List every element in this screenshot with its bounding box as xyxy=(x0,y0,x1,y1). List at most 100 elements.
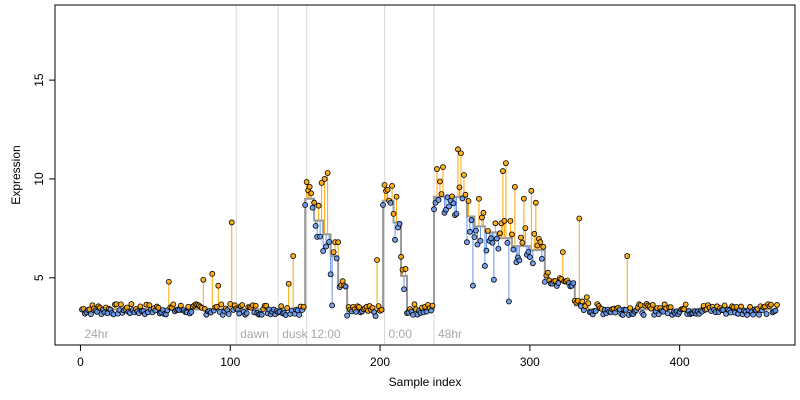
x-tick-label: 400 xyxy=(670,355,690,369)
data-point xyxy=(494,235,500,242)
data-point xyxy=(544,269,551,276)
data-point xyxy=(401,286,407,293)
data-point xyxy=(483,247,490,254)
data-point xyxy=(474,241,481,248)
data-point xyxy=(188,309,195,315)
data-point xyxy=(744,312,750,318)
data-point xyxy=(435,197,442,203)
data-point xyxy=(390,210,397,217)
x-tick-label: 100 xyxy=(220,355,240,369)
data-point xyxy=(585,300,592,307)
data-point xyxy=(476,195,482,202)
x-tick-label: 300 xyxy=(520,355,540,369)
data-point xyxy=(496,230,503,237)
data-point xyxy=(318,180,325,186)
y-tick-label: 10 xyxy=(32,172,46,186)
data-point xyxy=(317,233,324,240)
data-point xyxy=(243,310,250,317)
data-point xyxy=(170,301,177,308)
data-point xyxy=(522,225,529,232)
data-point xyxy=(519,239,526,246)
residual-stems xyxy=(81,149,778,317)
data-point xyxy=(396,220,403,227)
data-point xyxy=(495,245,502,252)
data-point xyxy=(431,206,437,213)
data-point xyxy=(516,257,523,264)
region-label: 12:00 xyxy=(311,327,341,341)
axes: 0 100 200 300 400 5 10 15 xyxy=(32,73,690,369)
data-point xyxy=(520,195,527,202)
data-point xyxy=(508,231,515,238)
data-point xyxy=(309,204,316,211)
data-point xyxy=(480,209,487,216)
data-point xyxy=(504,239,511,246)
data-point xyxy=(344,312,351,319)
data-point xyxy=(479,214,485,221)
data-point xyxy=(624,253,631,259)
data-point xyxy=(434,166,440,172)
step-fit-line xyxy=(80,195,778,313)
data-point xyxy=(455,146,461,153)
data-point xyxy=(471,234,478,241)
data-point xyxy=(300,303,307,310)
data-point xyxy=(225,311,232,317)
data-point xyxy=(128,301,135,307)
data-point xyxy=(492,220,499,227)
data-point xyxy=(88,311,94,317)
data-point xyxy=(538,255,545,262)
data-point xyxy=(510,246,517,253)
data-point xyxy=(461,172,467,178)
data-point xyxy=(465,198,472,204)
region-label: 0:00 xyxy=(389,327,413,341)
data-point xyxy=(228,219,235,226)
data-point xyxy=(389,182,395,189)
data-point xyxy=(215,282,222,289)
data-point xyxy=(278,303,285,310)
data-point xyxy=(459,195,466,202)
data-point xyxy=(321,176,328,182)
data-point xyxy=(137,303,144,310)
data-point xyxy=(774,302,780,308)
x-tick-label: 200 xyxy=(370,355,390,369)
data-point xyxy=(326,238,333,245)
data-point xyxy=(263,302,270,309)
data-point xyxy=(502,160,509,167)
data-point xyxy=(583,294,590,301)
data-point xyxy=(772,307,779,314)
data-point xyxy=(763,311,770,317)
data-point xyxy=(511,183,518,190)
data-point xyxy=(467,228,473,235)
plot-frame xyxy=(54,4,796,346)
data-point xyxy=(252,302,259,309)
data-point xyxy=(335,239,342,246)
data-point xyxy=(429,302,436,309)
y-tick-label: 15 xyxy=(32,73,46,87)
data-point xyxy=(239,302,246,308)
data-point xyxy=(619,312,626,318)
data-point xyxy=(94,308,100,315)
data-point xyxy=(499,168,506,174)
data-point xyxy=(526,254,533,260)
data-point xyxy=(302,202,309,208)
data-point xyxy=(525,248,532,255)
data-point xyxy=(501,217,508,224)
data-point xyxy=(323,243,330,250)
data-point xyxy=(218,301,225,308)
data-point xyxy=(315,202,322,209)
data-point xyxy=(540,243,547,250)
data-point xyxy=(537,239,544,245)
data-point xyxy=(453,210,460,217)
y-axis-title: Expression xyxy=(9,145,23,204)
data-point xyxy=(342,283,349,290)
data-points xyxy=(79,146,780,319)
data-point xyxy=(378,306,385,313)
data-point xyxy=(446,203,452,210)
data-point xyxy=(473,227,479,234)
data-point xyxy=(458,150,464,157)
region-label: dusk xyxy=(282,327,308,341)
data-point xyxy=(209,270,216,277)
region-label: 48hr xyxy=(438,327,462,341)
data-point xyxy=(372,313,379,319)
y-tick-label: 5 xyxy=(32,274,46,281)
